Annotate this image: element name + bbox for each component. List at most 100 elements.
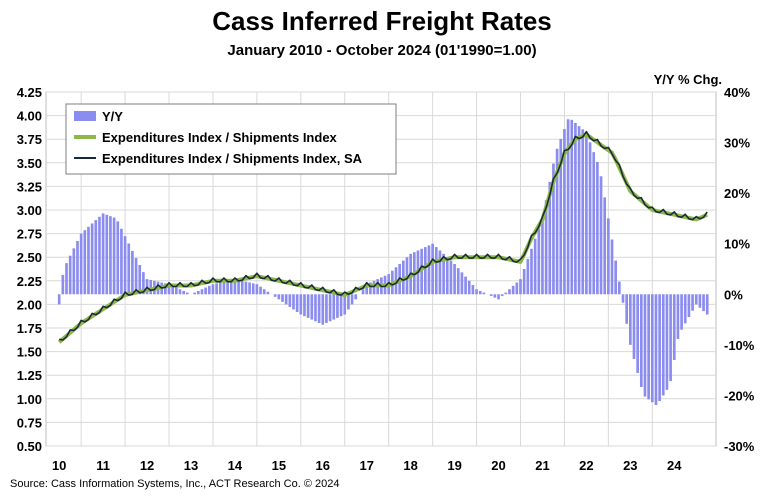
yy-bar (164, 283, 167, 295)
y-tick-label: 3.25 (17, 179, 42, 194)
y-tick-label: 1.25 (17, 368, 42, 383)
yy-bar (204, 287, 207, 295)
yy-bar (112, 217, 116, 295)
yy-bar (511, 285, 515, 295)
yy-bar (120, 228, 123, 295)
yy-bar (255, 284, 259, 295)
yy-bar (588, 142, 592, 295)
yy-bar (500, 294, 504, 296)
yy-bar (541, 218, 544, 295)
x-tick-label: 20 (491, 458, 505, 473)
yy-bar (559, 138, 563, 295)
yy-bar (134, 258, 138, 295)
yy-bar (427, 245, 431, 295)
right-tick-label: -30% (724, 439, 755, 454)
legend-swatch-yy (74, 111, 96, 121)
yy-bar (233, 279, 237, 295)
yy-bar (489, 294, 493, 296)
yy-bar (449, 260, 453, 295)
yy-bar (336, 294, 339, 318)
yy-bar (423, 247, 427, 295)
yy-bar (438, 250, 442, 295)
yy-bar (603, 197, 607, 295)
yy-bar (625, 294, 628, 324)
yy-bar (607, 218, 610, 295)
yy-bar (321, 294, 325, 325)
yy-bar (281, 294, 284, 302)
x-tick-label: 24 (667, 458, 682, 473)
yy-bar (515, 282, 519, 295)
yy-bar (705, 294, 709, 315)
yy-bar (552, 163, 555, 295)
yy-bar (676, 294, 680, 339)
right-tick-label: 0% (724, 287, 743, 302)
yy-bar (585, 132, 588, 295)
y-tick-label: 3.00 (17, 203, 42, 218)
x-tick-label: 12 (140, 458, 154, 473)
yy-bar (544, 200, 548, 295)
yy-bar (467, 280, 471, 295)
yy-bar (248, 282, 251, 295)
yy-bar (303, 294, 306, 317)
right-tick-label: 30% (724, 136, 750, 151)
x-tick-label: 18 (403, 458, 417, 473)
yy-bar (647, 294, 650, 400)
yy-bar (292, 294, 295, 310)
yy-bar (215, 283, 218, 295)
x-tick-label: 21 (535, 458, 549, 473)
right-tick-label: -20% (724, 388, 755, 403)
yy-bar (372, 280, 376, 295)
yy-bar (262, 289, 266, 295)
x-tick-label: 15 (272, 458, 286, 473)
yy-bar (237, 279, 240, 295)
yy-bar (570, 119, 574, 295)
x-tick-label: 16 (316, 458, 330, 473)
yy-bar (669, 294, 672, 382)
yy-bar (482, 292, 486, 295)
yy-bar (61, 274, 65, 295)
yy-bar (650, 294, 654, 403)
chart-subtitle: January 2010 - October 2024 (01'1990=1.0… (227, 42, 537, 59)
yy-bar (354, 294, 358, 300)
yy-bar (332, 294, 336, 320)
yy-bar (167, 284, 171, 295)
right-tick-label: -10% (724, 338, 755, 353)
yy-bar (142, 272, 145, 295)
y-tick-label: 4.00 (17, 109, 42, 124)
y-tick-label: 2.00 (17, 297, 42, 312)
yy-bar (610, 239, 614, 295)
yy-bar (694, 294, 698, 305)
legend-label: Expenditures Index / Shipments Index, SA (102, 151, 363, 166)
yy-bar (592, 152, 596, 295)
yy-bar (643, 294, 647, 397)
yy-bar (57, 294, 61, 305)
legend-box (65, 103, 397, 175)
x-tick-label: 10 (52, 458, 66, 473)
yy-bar (665, 294, 669, 390)
yy-bar (456, 268, 460, 295)
yy-bar (599, 176, 603, 295)
y-tick-label: 2.25 (17, 274, 42, 289)
yy-bar (317, 294, 321, 323)
yy-bar (566, 119, 570, 295)
yy-bar (284, 294, 288, 305)
y-tick-label: 2.75 (17, 227, 42, 242)
yy-bar (218, 282, 222, 295)
yy-bar (577, 126, 581, 295)
yy-bar (175, 287, 178, 295)
yy-bar (672, 294, 676, 361)
yy-bar (325, 294, 328, 323)
yy-bar (683, 294, 687, 324)
yy-bar (98, 216, 101, 295)
yy-bar (365, 284, 369, 295)
yy-bar (691, 294, 694, 311)
yy-bar (171, 285, 175, 295)
yy-bar (628, 294, 632, 345)
yy-bar (596, 161, 599, 295)
yy-bar (493, 294, 497, 298)
yy-bar (277, 294, 281, 300)
yy-bar (94, 220, 98, 295)
yy-bar (251, 283, 255, 295)
yy-bar (369, 282, 372, 295)
